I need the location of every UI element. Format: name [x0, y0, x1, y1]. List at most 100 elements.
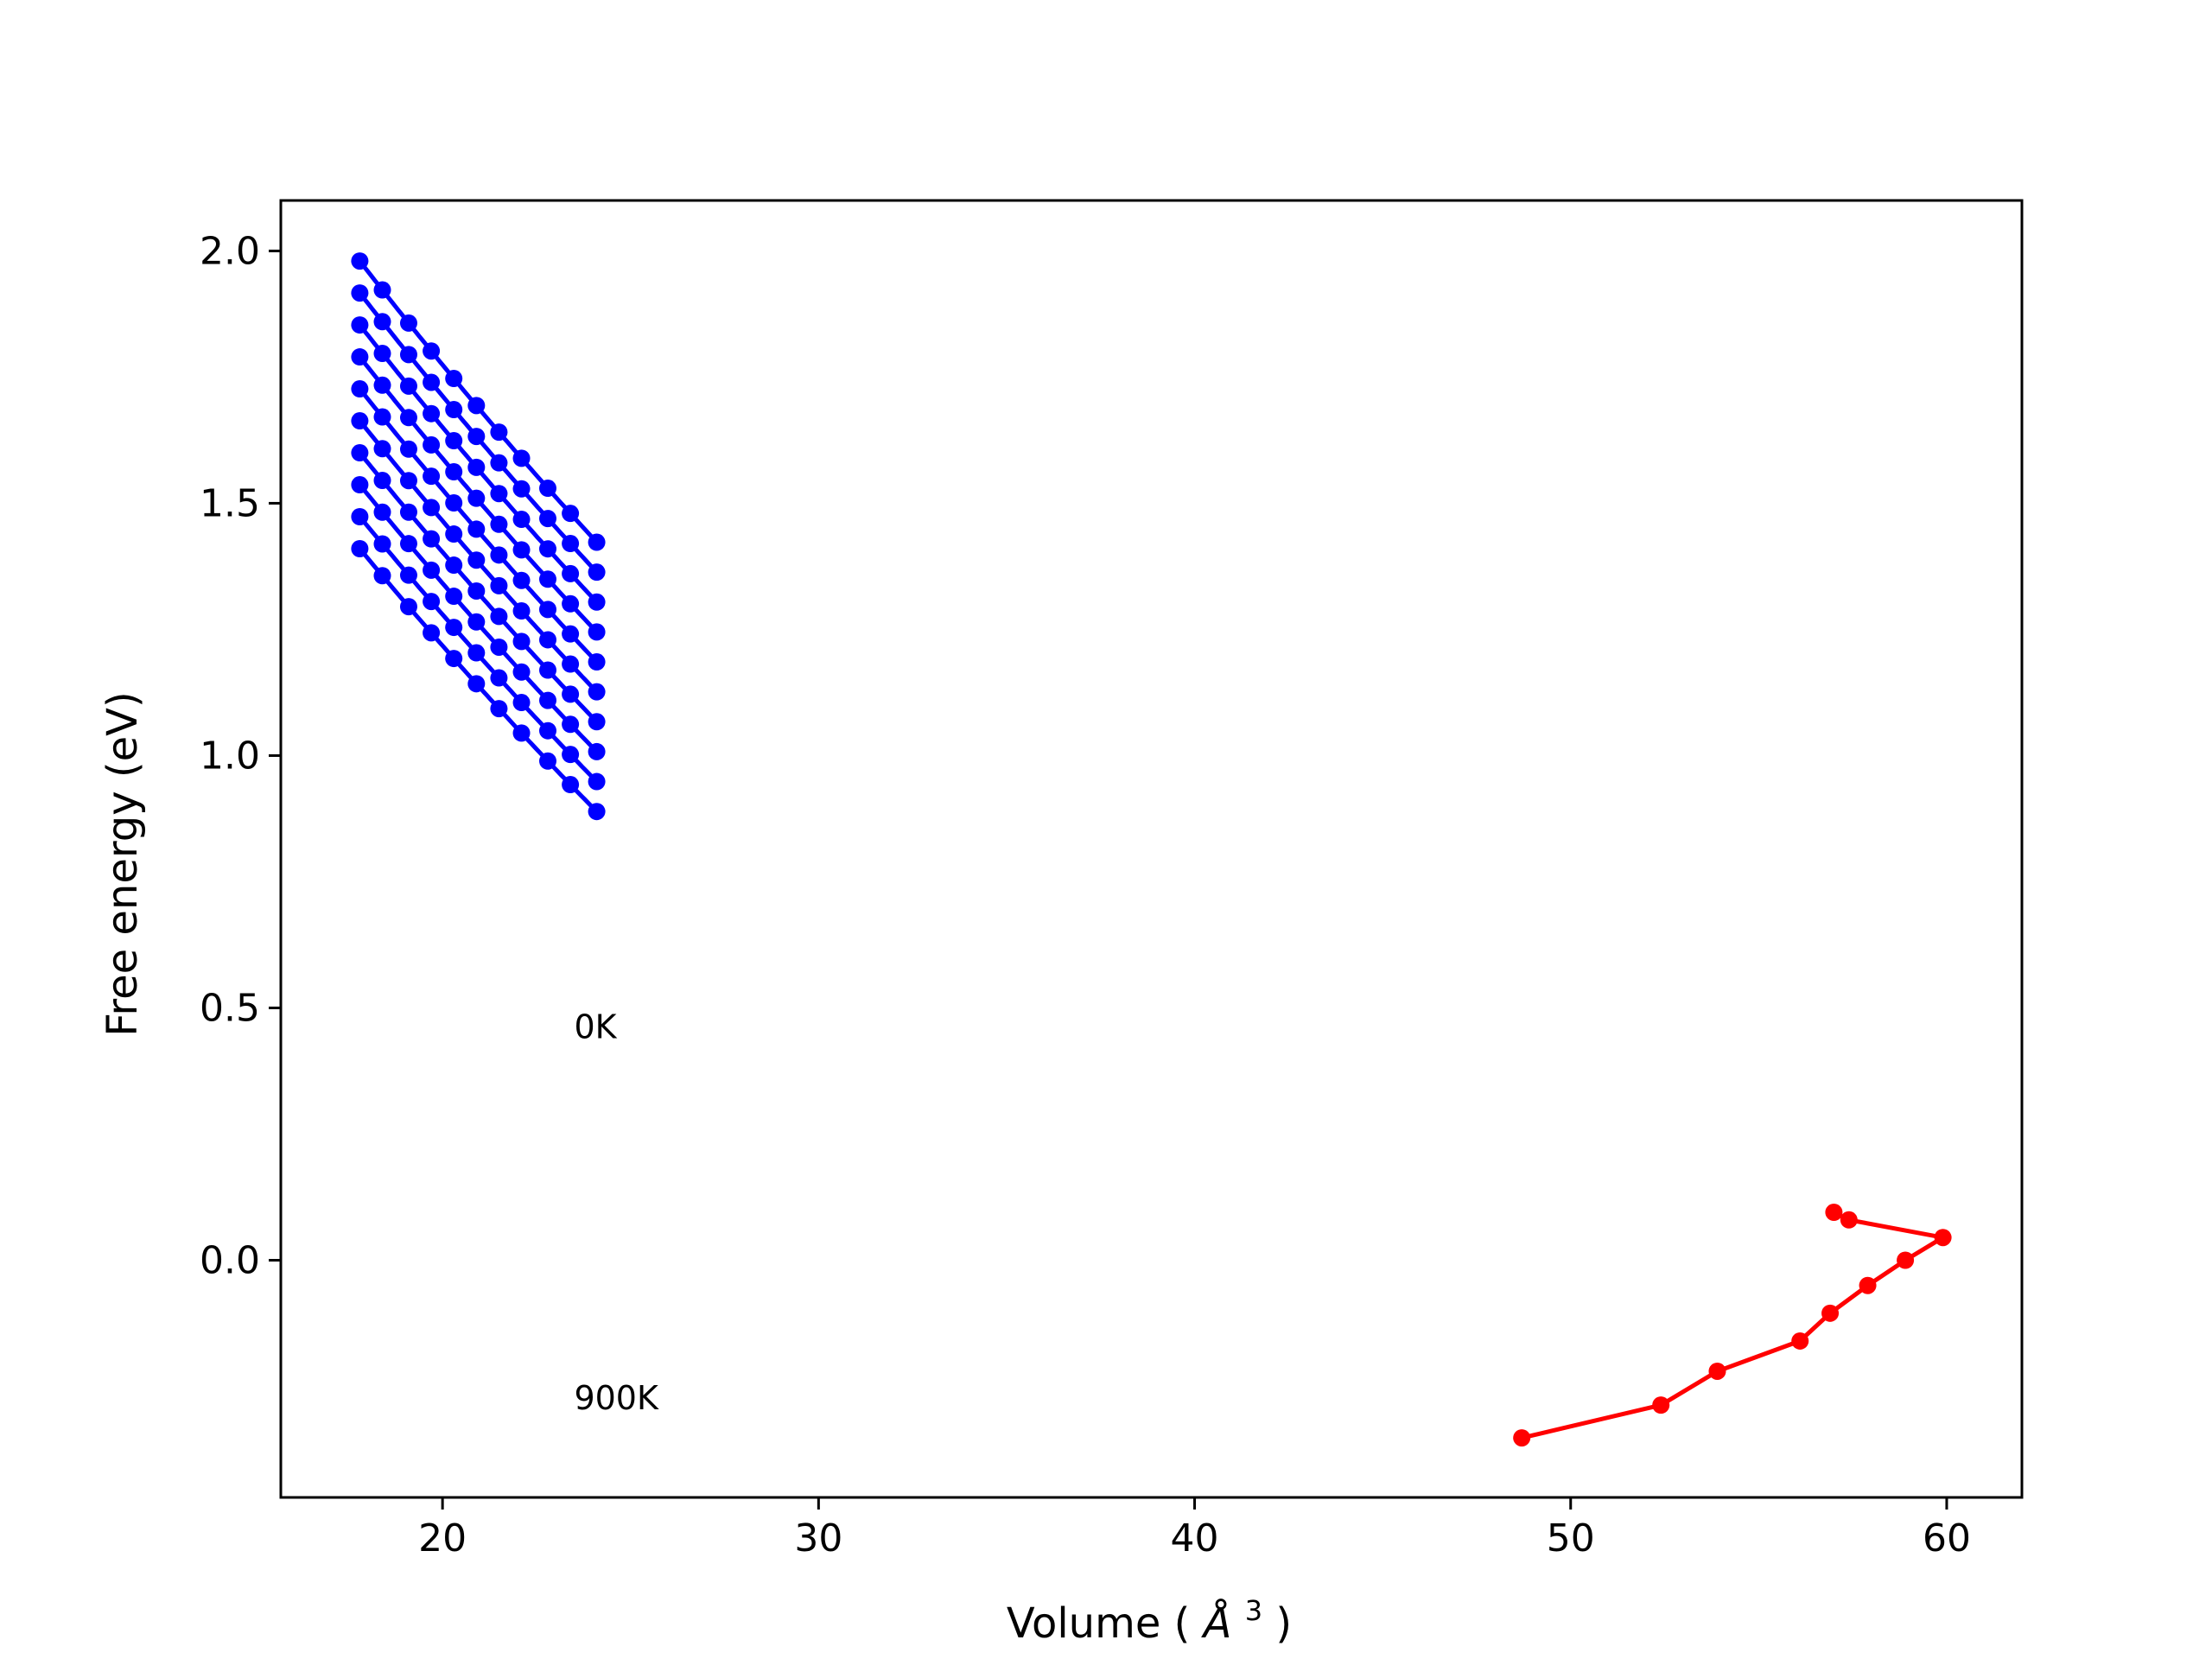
curve-800K: [351, 508, 606, 791]
curve-point: [351, 252, 369, 270]
curve-point: [467, 644, 486, 662]
curve-point: [445, 556, 463, 575]
curve-point: [538, 601, 556, 619]
curve-point: [588, 593, 606, 611]
curve-point: [351, 508, 369, 526]
curve-point: [588, 653, 606, 671]
curve-point: [588, 772, 606, 791]
y-tick-label: 1.0: [200, 734, 260, 778]
curve-point: [538, 480, 556, 498]
curve-400K: [351, 380, 606, 671]
curve-point: [538, 631, 556, 649]
minimum-path-line: [1521, 1210, 1949, 1440]
curve-point: [373, 472, 391, 490]
curve-point: [512, 541, 531, 559]
curve-point: [512, 694, 531, 712]
x-axis-unit: Å: [1201, 1599, 1232, 1648]
curve-point: [467, 397, 486, 415]
curve-point: [351, 348, 369, 366]
x-axis-label: Volume ( Å 3 ): [1007, 1582, 1292, 1648]
curve-point: [351, 284, 369, 302]
curve-point: [562, 715, 580, 734]
curve-point: [423, 342, 441, 360]
curve-point: [512, 480, 531, 498]
curve-point: [351, 412, 369, 430]
annotation-900k: 900K: [574, 1379, 659, 1417]
curve-point: [351, 476, 369, 494]
minimum-path: [1513, 1204, 1952, 1447]
curve-point: [423, 499, 441, 517]
curve-point: [399, 503, 417, 521]
curve-point: [490, 423, 508, 442]
plot-area: 0K 900K: [351, 252, 1952, 1447]
curve-point: [399, 377, 417, 395]
minimum-point: [1791, 1332, 1809, 1350]
y-tick-label: 0.0: [200, 1238, 260, 1282]
minimum-point: [1934, 1229, 1952, 1247]
y-tick-label: 2.0: [200, 229, 260, 273]
minimum-point: [1825, 1204, 1843, 1222]
curve-point: [373, 503, 391, 521]
curve-300K: [351, 348, 606, 641]
curve-point: [562, 746, 580, 764]
x-axis-unit-exponent: 3: [1245, 1594, 1262, 1627]
curve-point: [399, 472, 417, 490]
curve-point: [423, 593, 441, 611]
minimum-point: [1859, 1276, 1877, 1294]
curve-100K: [351, 284, 606, 582]
curve-point: [467, 582, 486, 600]
curve-point: [399, 346, 417, 364]
curve-point: [467, 489, 486, 507]
curve-point: [351, 539, 369, 557]
axes-frame: [279, 199, 2024, 1499]
minimum-point: [1821, 1304, 1840, 1322]
curve-point: [445, 588, 463, 606]
curve-point: [490, 454, 508, 472]
curve-point: [423, 373, 441, 391]
minimum-point: [1652, 1396, 1670, 1414]
curve-point: [588, 683, 606, 701]
x-tick-label: 40: [1171, 1516, 1219, 1560]
curve-point: [467, 458, 486, 476]
minimum-point: [1513, 1429, 1531, 1447]
x-axis-label-text: Volume: [1007, 1599, 1161, 1648]
curve-point: [445, 432, 463, 450]
x-tick-label: 20: [418, 1516, 467, 1560]
curve-point: [588, 533, 606, 551]
curve-point: [467, 675, 486, 693]
curve-point: [538, 510, 556, 528]
curve-point: [423, 404, 441, 423]
curve-point: [490, 485, 508, 503]
curve-point: [445, 525, 463, 543]
curve-point: [399, 598, 417, 616]
curve-point: [467, 613, 486, 631]
x-tick-label: 50: [1547, 1516, 1595, 1560]
y-tick-label: 0.5: [200, 986, 260, 1030]
curve-700K: [351, 476, 606, 760]
curve-point: [538, 691, 556, 709]
curve-point: [399, 566, 417, 584]
curve-point: [588, 713, 606, 731]
annotation-0k: 0K: [574, 1008, 617, 1046]
curve-point: [538, 540, 556, 558]
curve-point: [373, 345, 391, 363]
curve-point: [373, 313, 391, 331]
curve-point: [445, 401, 463, 419]
curve-point: [467, 428, 486, 446]
curve-point: [445, 463, 463, 481]
curve-point: [562, 505, 580, 523]
curve-point: [512, 511, 531, 529]
curve-point: [538, 752, 556, 770]
curve-point: [562, 625, 580, 643]
curve-point: [490, 607, 508, 626]
curve-point: [445, 619, 463, 637]
curve-point: [588, 563, 606, 582]
curve-point: [490, 576, 508, 594]
minimum-point: [1840, 1211, 1858, 1229]
curve-point: [512, 632, 531, 651]
curve-point: [588, 623, 606, 641]
curve-point: [373, 535, 391, 553]
y-tick-label: 1.5: [200, 481, 260, 525]
curve-point: [373, 440, 391, 458]
